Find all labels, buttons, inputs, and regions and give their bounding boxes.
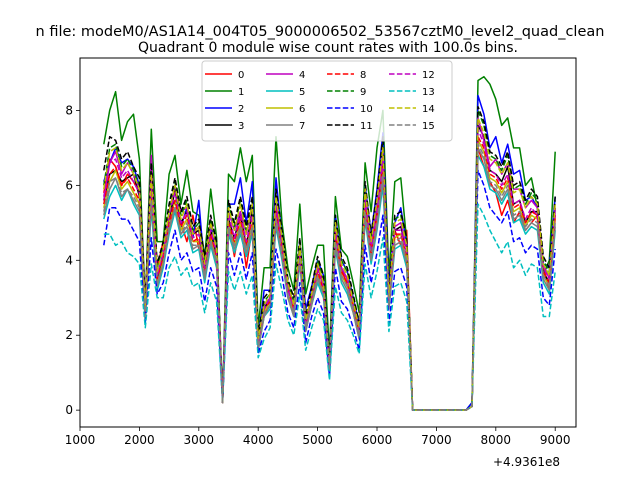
legend-label-12: 12 (422, 70, 435, 81)
legend-label-4: 4 (299, 70, 305, 81)
y-tick-label: 2 (65, 328, 73, 342)
x-tick-label: 9000 (540, 433, 571, 447)
x-tick-label: 4000 (243, 433, 274, 447)
plot-series (103, 75, 556, 411)
legend-frame (201, 60, 453, 142)
series-line-12 (103, 128, 556, 411)
y-tick-label: 8 (65, 103, 73, 117)
chart-title: Quadrant 0 module wise count rates with … (138, 40, 518, 56)
x-tick-label: 7000 (421, 433, 452, 447)
axes: 1000 2000 3000 4000 5000 6000 7000 8000 9000 0 2 4 6… (65, 57, 577, 447)
figure-suptitle: n file: modeM0/AS1A14_004T05_9000006502_… (36, 24, 605, 40)
y-tick-label: 6 (65, 178, 73, 192)
legend-label-11: 11 (360, 121, 373, 132)
legend-label-10: 10 (360, 104, 373, 115)
legend-label-5: 5 (299, 87, 305, 98)
x-tick-label: 3000 (184, 433, 215, 447)
x-tick-label: 5000 (302, 433, 333, 447)
series-line-15 (103, 143, 556, 411)
x-offset-label: +4.9361e8 (493, 455, 560, 469)
y-tick-label: 0 (65, 403, 73, 417)
legend-label-8: 8 (360, 70, 366, 81)
plot-frame (79, 57, 577, 428)
legend-label-1: 1 (238, 87, 244, 98)
legend-label-14: 14 (422, 104, 435, 115)
x-tick-label: 2000 (124, 433, 155, 447)
series-line-13 (103, 203, 556, 411)
legend-label-0: 0 (238, 70, 244, 81)
x-tick-label: 1000 (65, 433, 96, 447)
y-tick-label: 4 (65, 253, 73, 267)
legend-label-9: 9 (360, 87, 366, 98)
legend-label-15: 15 (422, 121, 435, 132)
legend-label-3: 3 (238, 121, 244, 132)
legend-label-13: 13 (422, 87, 435, 98)
x-tick-label: 6000 (362, 433, 393, 447)
x-tick-label: 8000 (481, 433, 512, 447)
legend-label-6: 6 (299, 104, 305, 115)
legend-label-2: 2 (238, 104, 244, 115)
legend-label-7: 7 (299, 121, 305, 132)
